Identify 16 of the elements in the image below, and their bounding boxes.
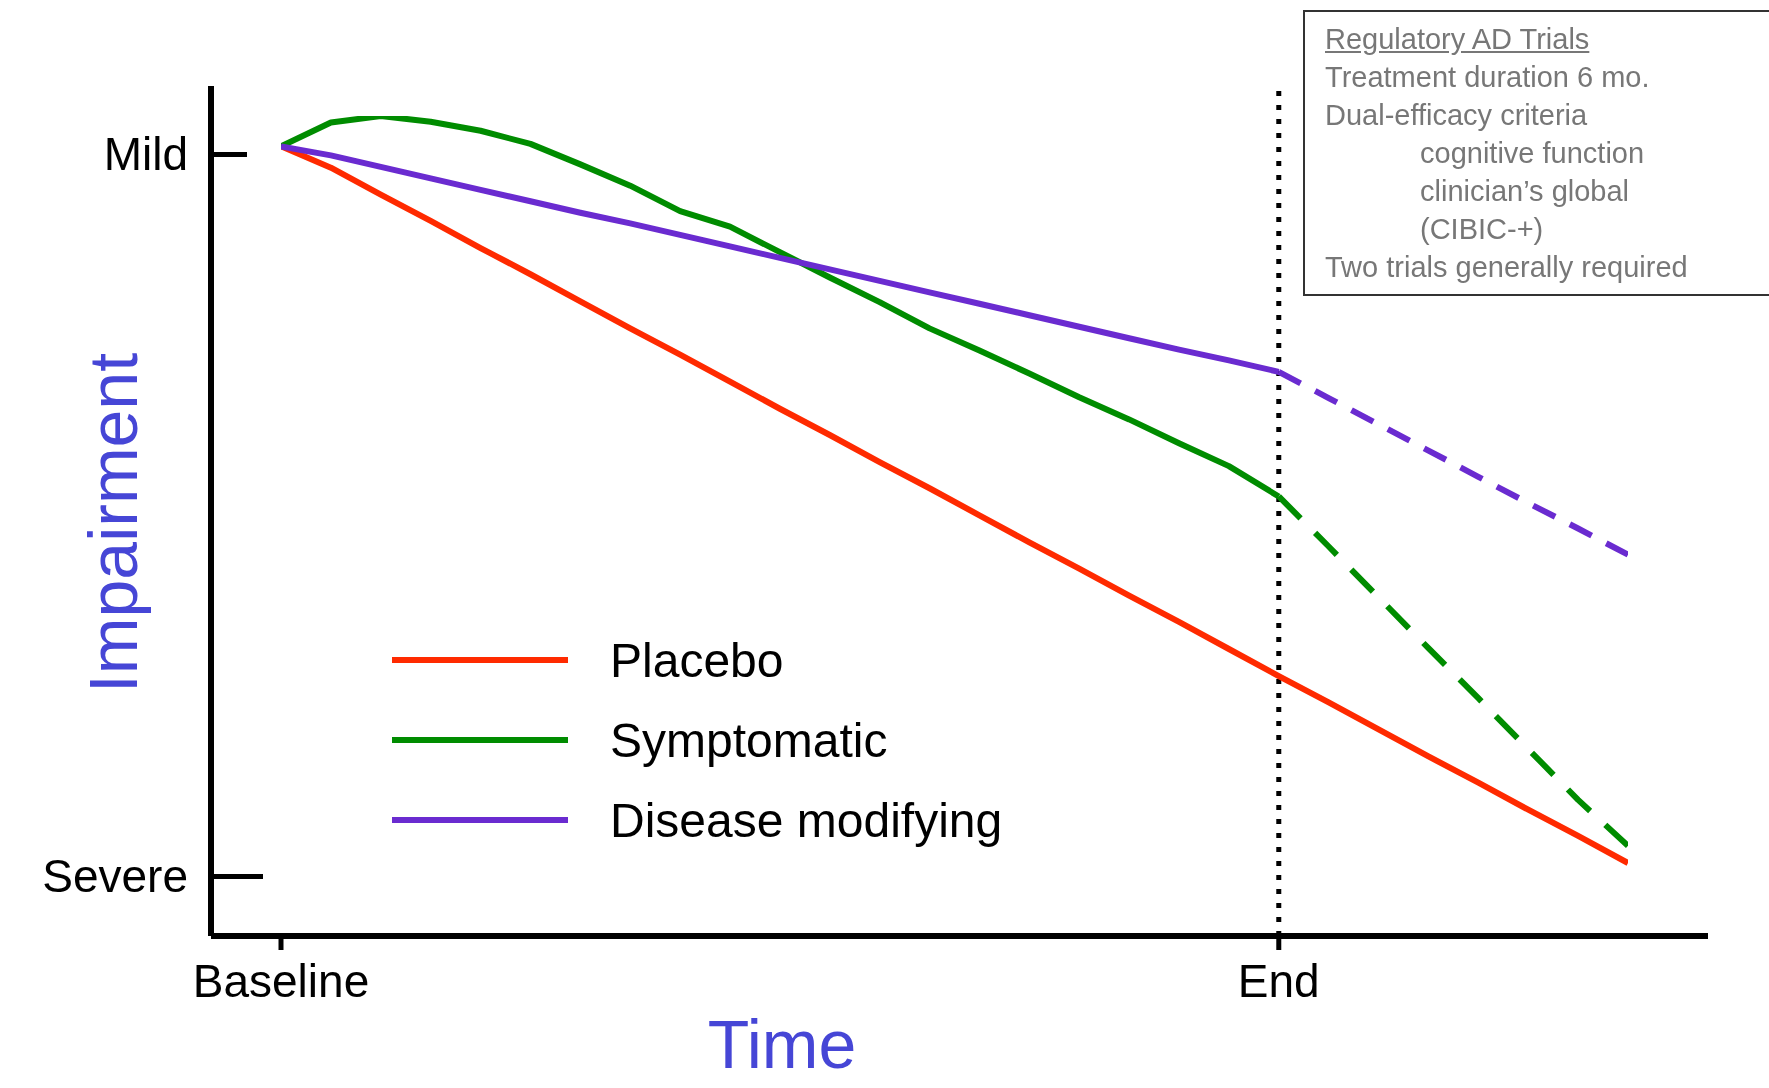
- legend-label: Disease modifying: [610, 792, 1003, 848]
- annotation: clinician’s global: [1419, 174, 1631, 209]
- legend-label: Symptomatic: [610, 712, 888, 768]
- text: Treatment duration 6 mo.: [1325, 60, 1651, 95]
- annotation: Dual-efficacy criteria: [1325, 98, 1589, 133]
- x-axis-title: Time: [707, 1006, 857, 1082]
- text: Severe: [42, 850, 188, 902]
- y-axis-title: Impairment: [75, 352, 151, 694]
- x-tick-label: Baseline: [192, 954, 370, 1007]
- text: Mild: [103, 128, 188, 180]
- annotation: Two trials generally required: [1325, 250, 1689, 285]
- annotation: cognitive function: [1419, 136, 1646, 171]
- x-tick-label: End: [1237, 954, 1320, 1007]
- legend-label: Placebo: [610, 632, 784, 688]
- annotation: (CIBIC-+): [1419, 212, 1545, 247]
- text: Regulatory AD Trials: [1325, 22, 1591, 57]
